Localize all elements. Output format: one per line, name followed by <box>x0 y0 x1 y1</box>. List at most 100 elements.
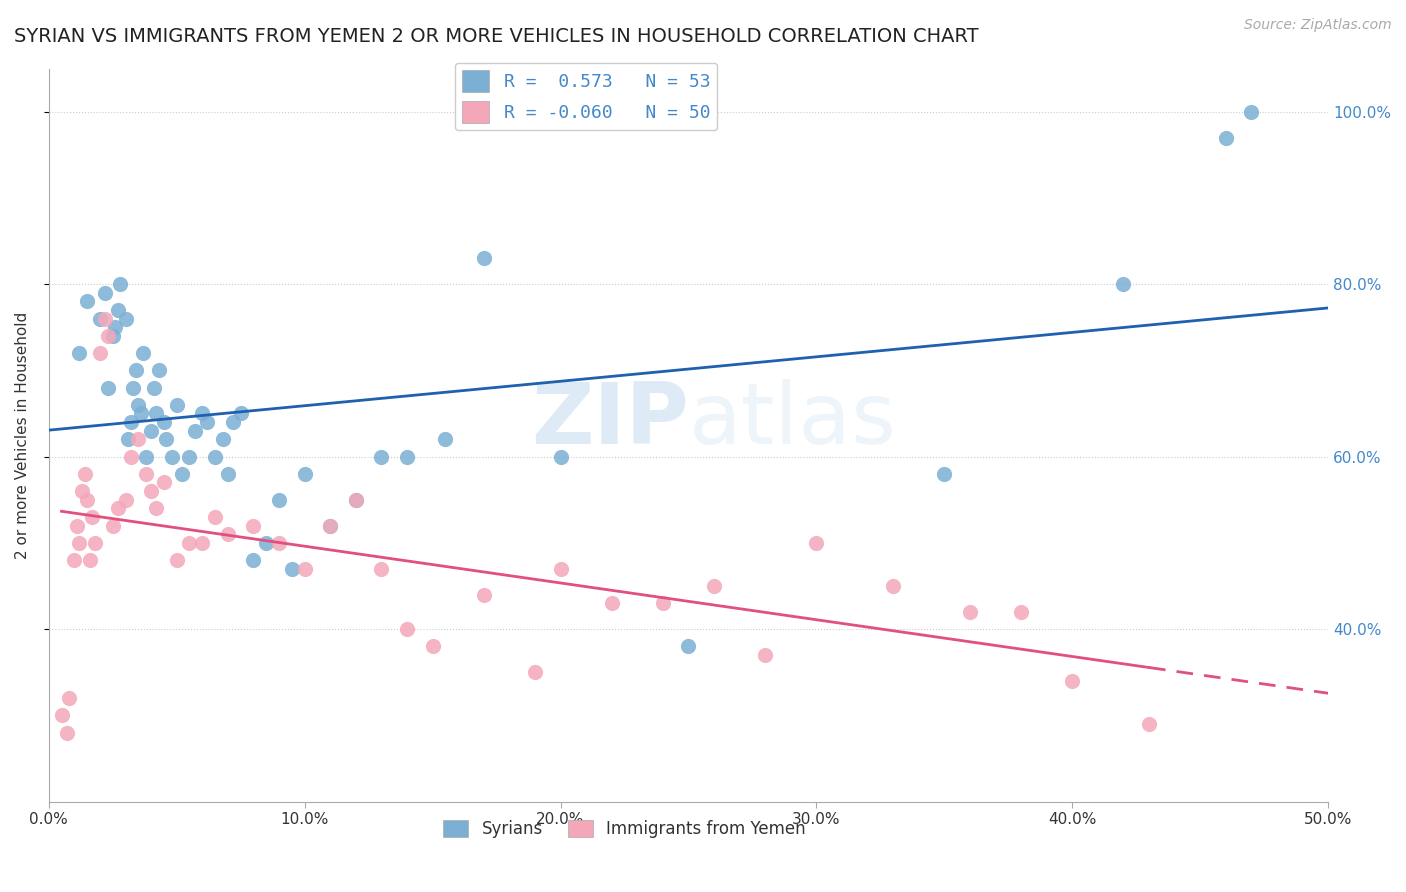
Text: SYRIAN VS IMMIGRANTS FROM YEMEN 2 OR MORE VEHICLES IN HOUSEHOLD CORRELATION CHAR: SYRIAN VS IMMIGRANTS FROM YEMEN 2 OR MOR… <box>14 27 979 45</box>
Point <box>166 398 188 412</box>
Point <box>294 562 316 576</box>
Point <box>97 381 120 395</box>
Point <box>217 527 239 541</box>
Point <box>703 579 725 593</box>
Point <box>472 252 495 266</box>
Point <box>89 346 111 360</box>
Point <box>58 691 80 706</box>
Point <box>267 536 290 550</box>
Point <box>170 467 193 481</box>
Point <box>79 553 101 567</box>
Point <box>153 475 176 490</box>
Point <box>148 363 170 377</box>
Text: ZIP: ZIP <box>530 379 689 462</box>
Point <box>94 285 117 300</box>
Point <box>101 329 124 343</box>
Point <box>153 415 176 429</box>
Point <box>70 484 93 499</box>
Point <box>422 640 444 654</box>
Point <box>127 433 149 447</box>
Point <box>89 311 111 326</box>
Text: Source: ZipAtlas.com: Source: ZipAtlas.com <box>1244 18 1392 32</box>
Point <box>142 381 165 395</box>
Point <box>191 536 214 550</box>
Point <box>155 433 177 447</box>
Point <box>63 553 86 567</box>
Point <box>125 363 148 377</box>
Point <box>69 346 91 360</box>
Point <box>217 467 239 481</box>
Text: atlas: atlas <box>689 379 897 462</box>
Point <box>117 433 139 447</box>
Point <box>294 467 316 481</box>
Point <box>222 415 245 429</box>
Point <box>600 596 623 610</box>
Point <box>114 311 136 326</box>
Point <box>69 536 91 550</box>
Point <box>550 562 572 576</box>
Point <box>242 518 264 533</box>
Point <box>83 536 105 550</box>
Point <box>319 518 342 533</box>
Point <box>191 407 214 421</box>
Point <box>934 467 956 481</box>
Point <box>242 553 264 567</box>
Point <box>135 467 157 481</box>
Point <box>678 640 700 654</box>
Point <box>107 303 129 318</box>
Point <box>1215 130 1237 145</box>
Point <box>267 492 290 507</box>
Point <box>229 407 252 421</box>
Point <box>55 725 77 739</box>
Point <box>135 450 157 464</box>
Point <box>139 424 162 438</box>
Point <box>51 708 73 723</box>
Point <box>1137 717 1160 731</box>
Point <box>166 553 188 567</box>
Point <box>122 381 145 395</box>
Point <box>94 311 117 326</box>
Point <box>114 492 136 507</box>
Point <box>82 510 104 524</box>
Point <box>370 562 392 576</box>
Point <box>120 450 142 464</box>
Point <box>97 329 120 343</box>
Point <box>523 665 546 680</box>
Point <box>183 424 205 438</box>
Point <box>120 415 142 429</box>
Point <box>127 398 149 412</box>
Point <box>395 450 418 464</box>
Point <box>806 536 828 550</box>
Point <box>197 415 219 429</box>
Y-axis label: 2 or more Vehicles in Household: 2 or more Vehicles in Household <box>15 311 30 558</box>
Point <box>73 467 96 481</box>
Point <box>179 536 201 550</box>
Point <box>66 518 89 533</box>
Point <box>882 579 904 593</box>
Point <box>344 492 367 507</box>
Point <box>319 518 342 533</box>
Point <box>754 648 776 662</box>
Point <box>107 501 129 516</box>
Point <box>139 484 162 499</box>
Point <box>434 433 457 447</box>
Point <box>281 562 304 576</box>
Point <box>129 407 152 421</box>
Point <box>959 605 981 619</box>
Point <box>145 407 167 421</box>
Point <box>344 492 367 507</box>
Point <box>651 596 673 610</box>
Point <box>211 433 233 447</box>
Point <box>370 450 392 464</box>
Point <box>179 450 201 464</box>
Point <box>550 450 572 464</box>
Point <box>76 294 98 309</box>
Point <box>132 346 155 360</box>
Point <box>204 450 226 464</box>
Point <box>145 501 167 516</box>
Point <box>472 588 495 602</box>
Point <box>1240 104 1263 119</box>
Point <box>1112 277 1135 292</box>
Point <box>76 492 98 507</box>
Point <box>110 277 132 292</box>
